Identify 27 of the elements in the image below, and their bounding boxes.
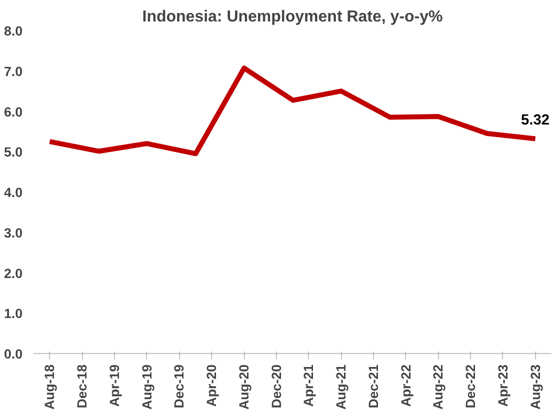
chart-title: Indonesia: Unemployment Rate, y-o-y% (142, 8, 443, 26)
annotation: 5.32 (521, 112, 550, 129)
x-tick-label: Dec-22 (463, 364, 478, 408)
y-tick-label: 0.0 (4, 346, 23, 362)
y-tick-label: 6.0 (4, 104, 23, 120)
y-tick-label: 3.0 (4, 225, 23, 240)
x-tick-label: Dec-19 (172, 364, 187, 408)
x-tick-label: Aug-22 (430, 364, 446, 410)
x-tick-label: Apr-19 (106, 364, 122, 407)
x-tick-label: Aug-23 (528, 364, 543, 410)
x-tick-label: Aug-18 (42, 364, 58, 410)
y-tick-label: 4.0 (4, 185, 23, 200)
y-tick-label: 5.0 (4, 144, 23, 160)
x-tick-label: Dec-21 (366, 364, 382, 408)
x-tick-label: Apr-22 (398, 364, 414, 407)
x-tick-label: Dec-18 (74, 364, 90, 408)
y-tick-label: 2.0 (4, 266, 23, 281)
x-tick-label: Aug-19 (139, 364, 154, 410)
y-tick-label: 8.0 (4, 24, 23, 38)
x-tick-label: Apr-20 (204, 364, 220, 407)
y-tick-label: 7.0 (4, 64, 23, 79)
y-tick-label: 1.0 (4, 306, 23, 322)
x-tick-label: Aug-21 (334, 364, 349, 410)
x-tick-label: Dec-20 (269, 364, 284, 408)
x-tick-label: Apr-21 (301, 364, 316, 407)
x-tick-label: Apr-23 (495, 364, 510, 407)
x-tick-label: Aug-20 (236, 364, 252, 410)
